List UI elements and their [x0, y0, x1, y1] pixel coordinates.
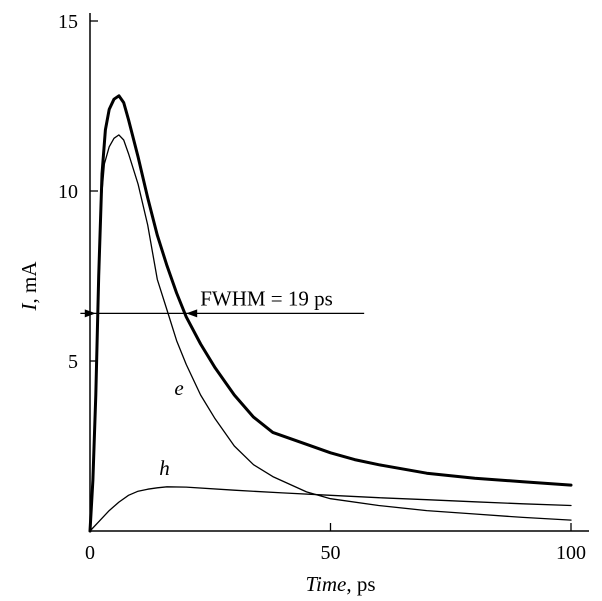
x-tick-label: 50	[321, 542, 341, 564]
y-axis-label-var: I	[17, 303, 41, 312]
series-total-line	[88, 94, 573, 533]
y-tick-label: 15	[58, 11, 78, 33]
fwhm-arrow-right	[186, 309, 198, 318]
tick-labels: 0 50 100 5 10 15	[58, 11, 586, 564]
fwhm-annotation: FWHM = 19 ps	[80, 286, 365, 318]
y-tick-label: 5	[68, 351, 78, 373]
series-e-line	[89, 134, 572, 532]
y-tick-label: 10	[58, 181, 78, 203]
ticks	[89, 20, 572, 531]
fwhm-arrow-left	[84, 309, 96, 318]
curve-label-e: e	[174, 376, 183, 400]
y-axis-label: I, mA	[17, 261, 41, 312]
curves	[88, 94, 573, 533]
x-axis-label-unit: , ps	[346, 572, 375, 596]
x-axis-label: Time, ps	[305, 572, 375, 596]
axes	[89, 13, 589, 532]
y-axis-label-unit: , mA	[17, 261, 41, 304]
x-tick-label: 100	[556, 542, 586, 564]
series-h-line	[89, 486, 572, 532]
x-tick-label: 0	[85, 542, 95, 564]
x-axis-label-var: Time	[305, 572, 346, 596]
fwhm-label: FWHM = 19 ps	[200, 286, 333, 310]
curve-label-h: h	[159, 456, 170, 480]
curve-labels: eh	[159, 376, 183, 480]
